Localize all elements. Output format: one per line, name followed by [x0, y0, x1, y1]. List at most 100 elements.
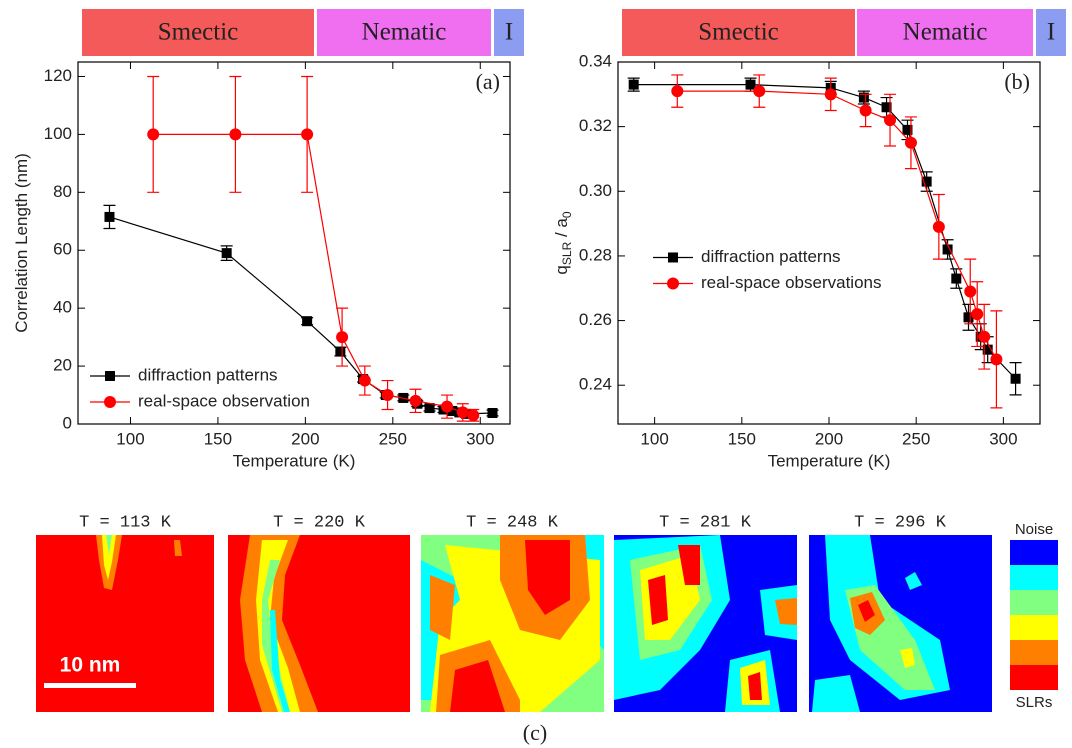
marker — [302, 316, 312, 326]
series-line — [634, 85, 1016, 379]
marker — [104, 212, 114, 222]
scale-bar — [44, 683, 136, 688]
x-tick-label: 300 — [466, 429, 494, 448]
marker — [629, 80, 639, 90]
y-axis-label-part: SLR — [560, 241, 574, 265]
marker — [978, 331, 990, 343]
x-tick-label: 250 — [902, 429, 930, 448]
y-tick-label: 0.28 — [579, 245, 612, 264]
marker — [905, 137, 917, 149]
marker — [951, 274, 961, 284]
x-tick-label: 150 — [728, 429, 756, 448]
x-axis-label: Temperature (K) — [768, 451, 891, 470]
marker — [1011, 374, 1021, 384]
marker — [301, 128, 313, 140]
panel-label: (c) — [523, 720, 547, 745]
marker — [222, 248, 232, 258]
y-tick-label: 0.24 — [579, 375, 612, 394]
y-axis-label-part: Correlation Length (nm) — [12, 153, 31, 333]
map-title: T = 296 K — [854, 513, 947, 532]
plot-frame — [618, 62, 1040, 424]
y-tick-label: 40 — [53, 298, 72, 317]
marker — [147, 128, 159, 140]
x-tick-label: 150 — [204, 429, 232, 448]
phase-label: I — [505, 19, 513, 46]
panel-c-maps — [36, 535, 1058, 712]
y-axis-label-part: q — [552, 265, 571, 274]
colorbar-swatch — [1010, 640, 1058, 665]
x-tick-label: 200 — [291, 429, 319, 448]
phase-label: Smectic — [698, 19, 779, 46]
scale-bar-label: 10 nm — [60, 654, 121, 677]
colorbar-swatch — [1010, 590, 1058, 615]
x-tick-label: 100 — [116, 429, 144, 448]
y-axis-label-part: 0 — [560, 211, 574, 218]
legend-marker — [668, 252, 678, 262]
x-tick-label: 100 — [640, 429, 668, 448]
marker — [860, 104, 872, 116]
marker — [884, 114, 896, 126]
marker — [336, 331, 348, 343]
marker — [335, 347, 345, 357]
marker — [382, 389, 394, 401]
y-tick-label: 0.32 — [579, 116, 612, 135]
map-title: T = 220 K — [273, 513, 366, 532]
y-tick-label: 20 — [53, 356, 72, 375]
phase-label: Nematic — [903, 19, 988, 46]
y-tick-label: 100 — [44, 124, 72, 143]
legend-label: diffraction patterns — [138, 365, 278, 384]
colorbar-top: Noise — [1015, 521, 1053, 538]
legend-label: real-space observation — [138, 391, 310, 410]
marker — [457, 406, 469, 418]
y-tick-label: 0.34 — [579, 51, 612, 70]
marker — [933, 221, 945, 233]
phase-label: Smectic — [158, 19, 239, 46]
y-axis-label: Correlation Length (nm) — [12, 153, 31, 333]
y-tick-label: 0 — [63, 413, 72, 432]
y-axis-label: qSLR / a0 — [552, 211, 574, 274]
marker — [825, 88, 837, 100]
legend-marker — [104, 396, 116, 408]
y-tick-label: 120 — [44, 66, 72, 85]
y-tick-label: 80 — [53, 182, 72, 201]
colorbar-swatch — [1010, 615, 1058, 640]
phase-label: Nematic — [362, 19, 447, 46]
marker — [359, 375, 371, 387]
y-axis-label-part: / a — [552, 218, 571, 242]
legend-label: diffraction patterns — [701, 247, 841, 266]
colorbar-swatch — [1010, 540, 1058, 565]
contour — [748, 672, 762, 700]
colorbar-swatch — [1010, 565, 1058, 590]
colorbar-bottom: SLRs — [1016, 694, 1053, 711]
phase-label: I — [1047, 19, 1055, 46]
legend-label: real-space observations — [701, 273, 881, 292]
marker — [753, 85, 765, 97]
marker — [671, 85, 683, 97]
y-tick-label: 0.26 — [579, 310, 612, 329]
marker — [971, 308, 983, 320]
marker — [467, 409, 479, 421]
x-axis-label: Temperature (K) — [233, 451, 356, 470]
colorbar-swatch — [1010, 665, 1058, 690]
marker — [990, 353, 1002, 365]
map-title: T = 113 K — [79, 513, 172, 532]
legend-marker — [667, 277, 679, 289]
panel-label: (b) — [1004, 69, 1030, 94]
map-title: T = 281 K — [659, 513, 752, 532]
panel-label: (a) — [476, 69, 500, 94]
marker — [441, 401, 453, 413]
x-tick-label: 200 — [815, 429, 843, 448]
legend-marker — [105, 371, 115, 381]
marker — [964, 285, 976, 297]
map-title: T = 248 K — [466, 513, 559, 532]
marker — [746, 80, 756, 90]
x-tick-label: 250 — [379, 429, 407, 448]
y-tick-label: 60 — [53, 240, 72, 259]
y-tick-label: 0.30 — [579, 181, 612, 200]
series-line — [677, 91, 996, 359]
figure: Noise SLRs 10 nm T = 113 K T = 220 K T =… — [0, 0, 1072, 748]
marker — [488, 408, 498, 418]
x-tick-label: 300 — [989, 429, 1017, 448]
marker — [410, 395, 422, 407]
marker — [229, 128, 241, 140]
